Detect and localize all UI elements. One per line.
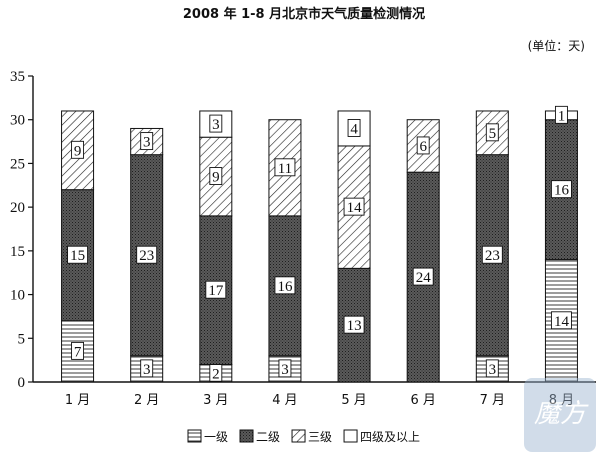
y-tick-label: 30	[10, 113, 25, 129]
data-label: 6	[419, 139, 427, 155]
data-label: 7	[74, 344, 82, 360]
data-label: 23	[485, 248, 500, 264]
data-label: 15	[70, 248, 85, 264]
data-label-box	[343, 197, 365, 216]
data-label-box	[485, 123, 499, 142]
data-label-box	[205, 280, 227, 299]
data-label-box	[71, 140, 85, 159]
data-label: 14	[554, 314, 570, 330]
data-label-box	[412, 267, 434, 286]
data-label-box	[136, 245, 158, 264]
data-label-box	[140, 132, 154, 151]
watermark: 魔方	[524, 378, 596, 452]
x-tick-label: 5 月	[341, 393, 366, 408]
data-label-box	[485, 359, 499, 378]
data-label-box	[278, 359, 292, 378]
legend-label: 四级及以上	[360, 430, 420, 444]
data-label-box	[209, 114, 223, 133]
legend-swatch	[291, 429, 306, 443]
data-label: 23	[139, 248, 154, 264]
x-tick-label: 8 月	[549, 393, 574, 408]
data-label-box	[347, 119, 361, 137]
y-tick-label: 10	[10, 288, 25, 304]
bar-segment	[406, 119, 440, 173]
y-tick-label: 35	[10, 69, 25, 85]
x-tick-label: 7 月	[480, 393, 505, 408]
x-tick-label: 4 月	[272, 393, 297, 408]
data-label: 5	[489, 126, 497, 142]
data-label-box	[554, 105, 568, 124]
x-axis-labels: 1 月 2 月 3 月 4 月 5 月 6 月 7 月 8 月	[65, 393, 574, 408]
data-label: 24	[416, 270, 432, 286]
data-label: 14	[347, 200, 363, 216]
x-tick-label: 1 月	[65, 393, 90, 408]
data-label: 4	[350, 121, 358, 137]
data-label-box	[343, 315, 365, 334]
data-label-box	[71, 341, 85, 360]
data-label-box	[274, 158, 296, 177]
x-tick-label: 6 月	[410, 393, 435, 408]
data-label: 3	[212, 117, 220, 133]
legend-swatch	[187, 429, 202, 443]
data-label: 9	[74, 143, 82, 159]
data-label: 17	[208, 283, 224, 299]
data-label: 9	[212, 170, 220, 186]
data-label: 1	[558, 108, 566, 124]
legend-label: 二级	[256, 430, 280, 444]
bars: 7 15 9 3 23 3 2 17 9 3 3 16 11 13 14 4 24 6 3 23 5 14 16 1	[61, 105, 578, 383]
data-label: 3	[143, 362, 151, 378]
y-tick-label: 5	[18, 331, 26, 347]
legend-label: 一级	[204, 430, 228, 444]
data-label: 3	[489, 362, 497, 378]
y-tick-label: 15	[10, 244, 25, 260]
legend-swatch	[239, 429, 254, 443]
bar-segment	[544, 259, 578, 383]
data-label-box	[209, 167, 223, 185]
data-label: 11	[278, 161, 292, 177]
data-label: 3	[143, 135, 151, 151]
data-label-box	[274, 276, 296, 295]
x-tick-label: 3 月	[203, 393, 228, 408]
data-label-box	[550, 311, 572, 330]
x-tick-label: 2 月	[134, 393, 159, 408]
data-label-box	[67, 245, 89, 264]
data-label-box	[550, 180, 572, 199]
data-label: 16	[554, 183, 570, 199]
data-label-box	[140, 359, 154, 378]
legend-swatch	[343, 429, 358, 443]
unit-label: (单位：天)	[528, 38, 585, 53]
y-tick-label: 25	[10, 156, 25, 172]
y-tick-label: 20	[10, 200, 25, 216]
y-tick-label: 0	[18, 375, 26, 391]
data-label: 13	[347, 318, 362, 334]
data-label: 16	[277, 279, 293, 295]
legend-label: 三级	[308, 430, 332, 444]
legend: 一级 二级 三级 四级及以上	[187, 429, 420, 444]
data-label: 2	[212, 366, 220, 382]
chart-title: 2008 年 1-8 月北京市天气质量检测情况	[183, 6, 425, 22]
data-label: 3	[281, 362, 289, 378]
watermark-text: 魔方	[534, 399, 589, 429]
data-label-box	[481, 245, 503, 264]
data-label-box	[416, 136, 430, 155]
